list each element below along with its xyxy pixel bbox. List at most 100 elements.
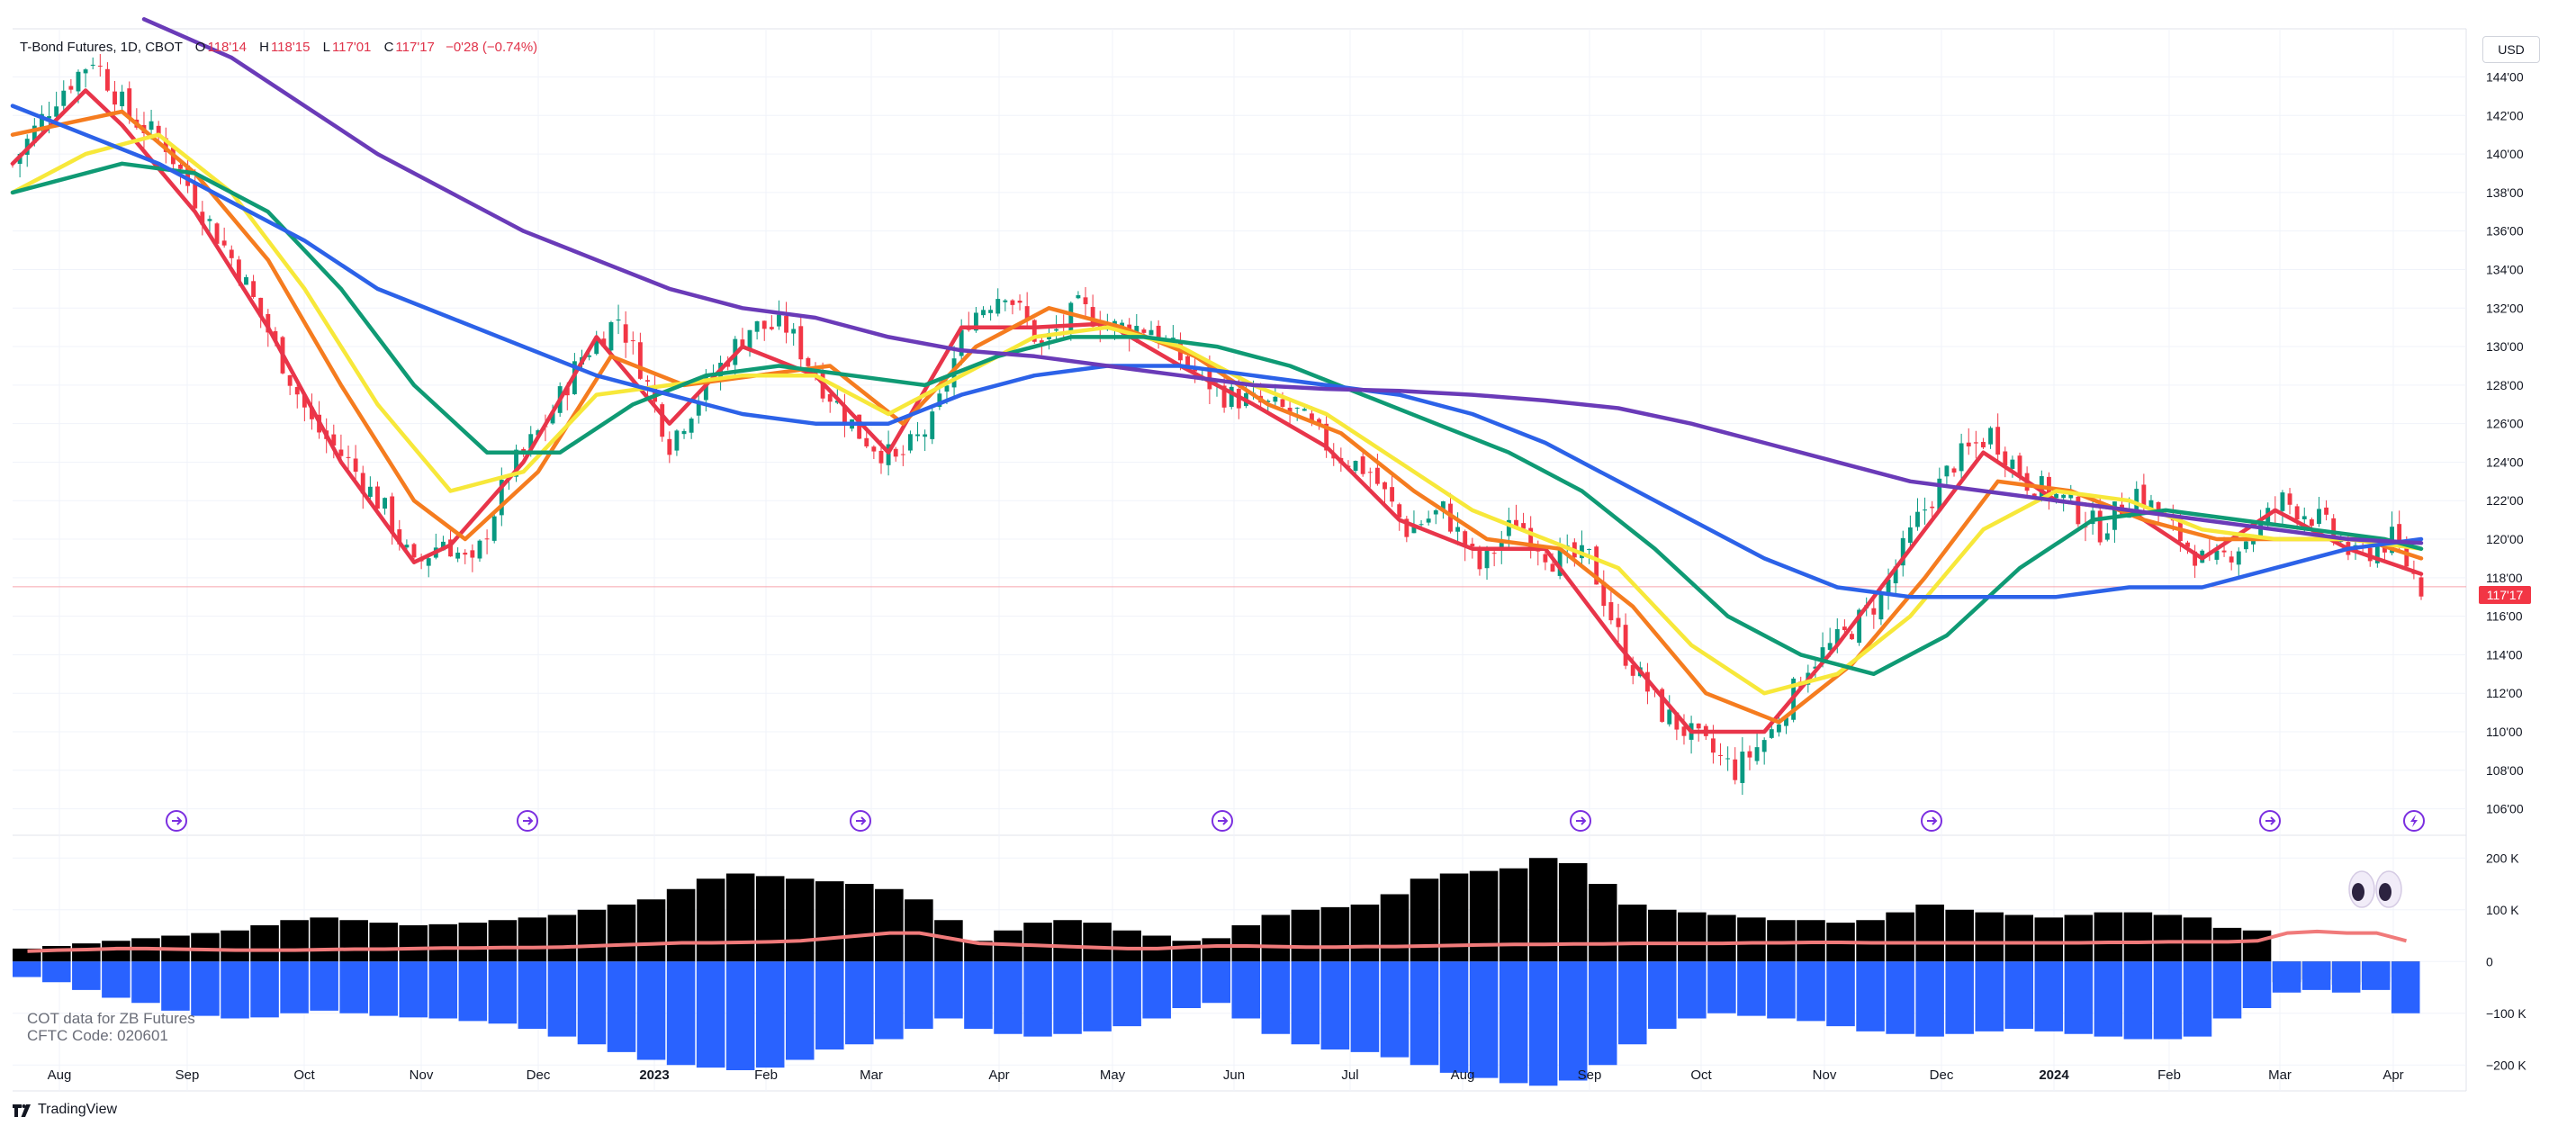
cot-long-bar <box>2183 917 2212 962</box>
candle-body <box>907 434 913 451</box>
cot-short-bar <box>428 961 458 1019</box>
candle-body <box>528 434 534 449</box>
low-label: L <box>322 40 330 55</box>
brand[interactable]: TradingView <box>13 1102 117 1118</box>
candle-body <box>2280 492 2285 511</box>
open-value: 118'14 <box>207 40 247 55</box>
candle-body <box>383 498 387 509</box>
cot-long-bar <box>1737 917 1766 962</box>
candle-body <box>97 65 103 67</box>
candle-body <box>1681 726 1687 736</box>
candle-body <box>2156 501 2161 515</box>
cot-long-bar <box>191 932 220 962</box>
time-tick-label: Feb <box>2157 1067 2181 1083</box>
candle-body <box>207 219 212 221</box>
cot-short-bar <box>755 961 785 1068</box>
cot-short-bar <box>994 961 1022 1034</box>
cot-short-bar <box>2094 961 2123 1037</box>
candle-body <box>1754 747 1760 761</box>
arrow-glyph <box>172 816 183 825</box>
dividend-arrow-icon <box>2259 810 2281 832</box>
cot-short-bar <box>636 961 666 1060</box>
cot-short-bar <box>1648 961 1677 1029</box>
lightning-icon <box>2403 810 2425 832</box>
candle-body <box>1521 523 1527 529</box>
candle-body <box>156 125 161 138</box>
candle-body <box>2243 541 2248 550</box>
cot-short-bar <box>845 961 874 1045</box>
candle-body <box>1353 461 1358 472</box>
candle-body <box>1733 759 1738 780</box>
candle-body <box>1404 518 1410 537</box>
candle-body <box>536 430 541 436</box>
cot-short-bar <box>518 961 547 1029</box>
dividend-arrow-icon <box>517 810 538 832</box>
cot-long-bar <box>1678 912 1707 962</box>
moving-average-line <box>10 104 2424 599</box>
price-tick-label: 120'00 <box>2486 532 2524 546</box>
cot-long-bar <box>577 909 607 962</box>
candle-body <box>1506 519 1511 536</box>
cot-short-bar <box>1202 961 1231 1004</box>
candle-body <box>645 380 650 382</box>
cot-long-bar <box>221 930 249 962</box>
close-value: 117'17 <box>395 40 435 55</box>
cot-short-bar <box>1083 961 1112 1031</box>
candle-body <box>1696 723 1701 729</box>
cot-short-bar <box>2361 961 2391 990</box>
last-price-tag: 117'17 <box>2479 586 2531 604</box>
cot-short-bar <box>1886 961 1914 1034</box>
candle-body <box>1710 738 1716 753</box>
cot-long-bar <box>607 905 636 962</box>
candle-body <box>1907 527 1913 544</box>
time-tick-label: Apr <box>988 1067 1009 1083</box>
candle-body <box>1280 399 1285 408</box>
candle-body <box>273 330 278 341</box>
price-tick-label: 116'00 <box>2486 609 2523 624</box>
candle-body <box>660 404 665 437</box>
price-tick-label: 128'00 <box>2486 378 2524 392</box>
candle-body <box>550 411 555 424</box>
cot-short-bar <box>2331 961 2361 993</box>
candle-body <box>2076 496 2081 525</box>
price-tick-label: 136'00 <box>2486 224 2524 239</box>
cot-short-bar <box>1142 961 1171 1019</box>
dividend-arrow-icon <box>1570 810 1591 832</box>
cot-long-bar <box>310 917 338 962</box>
cot-long-bar <box>458 923 488 962</box>
candle-body <box>923 434 928 437</box>
candle-body <box>893 448 898 457</box>
symbol-legend: T-Bond Futures, 1D, CBOT O 118'14 H 118'15… <box>20 40 537 55</box>
moving-average-line <box>10 88 2424 734</box>
cot-long-bar <box>1320 906 1350 962</box>
candle-body <box>2185 542 2190 547</box>
candle-body <box>769 327 774 329</box>
cot-short-bar <box>399 961 428 1018</box>
candle-body <box>1287 407 1293 413</box>
currency-button[interactable]: USD <box>2482 36 2540 63</box>
cot-short-bar <box>42 961 71 983</box>
cot-long-bar <box>815 881 844 962</box>
candle-body <box>193 183 198 209</box>
time-tick-label: Feb <box>754 1067 778 1083</box>
candle-body <box>2003 451 2008 466</box>
cot-short-bar <box>1856 961 1885 1031</box>
candle-body <box>754 320 760 332</box>
price-tick-label: 138'00 <box>2486 185 2524 200</box>
candle-body <box>178 164 183 169</box>
cot-long-bar <box>399 925 428 962</box>
close-label: C <box>383 40 394 55</box>
cot-long-bar <box>2242 930 2272 962</box>
candle-body <box>390 496 395 534</box>
cot-long-bar <box>725 873 755 962</box>
candle-body <box>1630 664 1635 676</box>
candle-body <box>806 357 811 366</box>
cot-long-bar <box>1499 868 1528 962</box>
candle-body <box>310 407 314 419</box>
candle-body <box>834 401 840 403</box>
cot-bars <box>13 858 2420 1086</box>
arrow-glyph <box>1927 816 1938 825</box>
cot-short-bar <box>250 961 279 1018</box>
cot-short-bar <box>1350 961 1380 1052</box>
candle-body <box>1470 544 1475 547</box>
